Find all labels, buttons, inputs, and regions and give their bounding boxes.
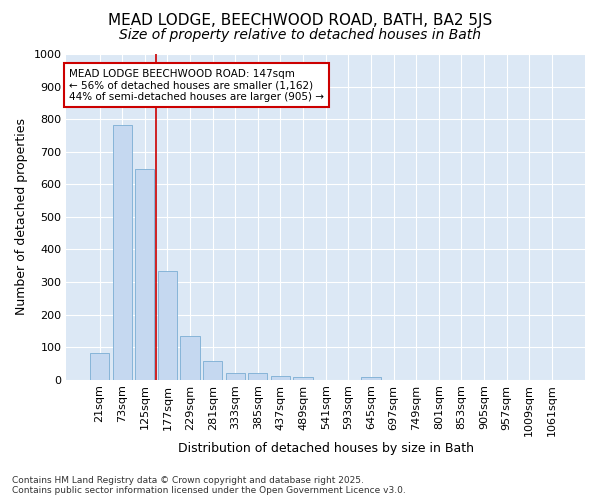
Text: Size of property relative to detached houses in Bath: Size of property relative to detached ho… [119, 28, 481, 42]
Bar [226, 372, 245, 380]
Bar [90, 352, 109, 380]
Y-axis label: Number of detached properties: Number of detached properties [15, 118, 28, 316]
Bar [181, 336, 200, 380]
Text: Contains HM Land Registry data © Crown copyright and database right 2025.
Contai: Contains HM Land Registry data © Crown c… [12, 476, 406, 495]
Text: MEAD LODGE, BEECHWOOD ROAD, BATH, BA2 5JS: MEAD LODGE, BEECHWOOD ROAD, BATH, BA2 5J… [108, 12, 492, 28]
Bar [361, 377, 380, 380]
Bar [248, 373, 268, 380]
Bar [158, 270, 177, 380]
Text: MEAD LODGE BEECHWOOD ROAD: 147sqm
← 56% of detached houses are smaller (1,162)
4: MEAD LODGE BEECHWOOD ROAD: 147sqm ← 56% … [69, 68, 324, 102]
X-axis label: Distribution of detached houses by size in Bath: Distribution of detached houses by size … [178, 442, 474, 455]
Bar [293, 378, 313, 380]
Bar [113, 124, 132, 380]
Bar [203, 361, 222, 380]
Bar [135, 168, 154, 380]
Bar [271, 376, 290, 380]
